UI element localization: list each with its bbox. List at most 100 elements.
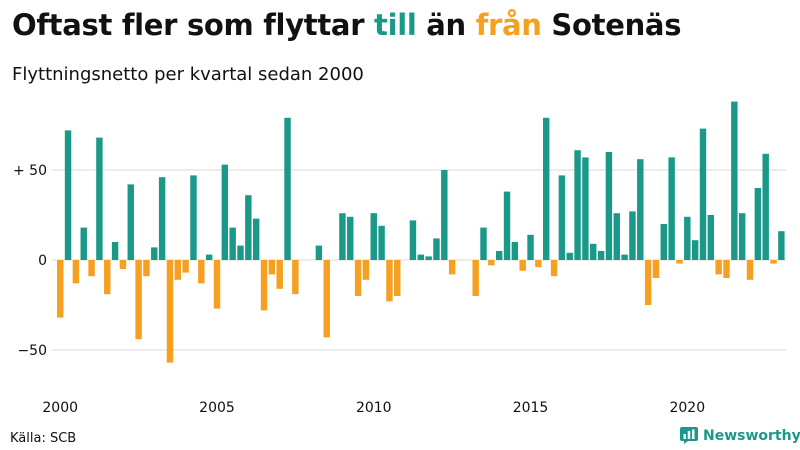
x-tick-label: 2015 — [513, 400, 549, 416]
bar — [605, 152, 613, 260]
bar — [621, 254, 628, 260]
bar — [676, 260, 683, 264]
bar — [441, 170, 448, 260]
bar — [574, 150, 581, 260]
bar — [127, 184, 134, 260]
x-tick-label: 2010 — [356, 400, 392, 416]
bar — [503, 191, 511, 260]
brand-name: Newsworthy — [703, 427, 800, 444]
x-tick-label: 2020 — [669, 400, 705, 416]
bar — [378, 225, 385, 260]
bar — [652, 260, 660, 278]
bar — [370, 213, 377, 260]
bar — [738, 213, 746, 260]
bar — [64, 130, 72, 260]
bar — [260, 260, 268, 311]
bar — [582, 157, 589, 260]
bar — [472, 260, 479, 296]
bar — [715, 260, 722, 275]
y-tick-label: + 50 — [13, 163, 47, 179]
title-part-2: än — [416, 8, 476, 42]
bar — [151, 247, 158, 260]
bar — [119, 260, 127, 269]
bar — [96, 137, 103, 260]
brand-logo: Newsworthy — [680, 427, 800, 444]
bar — [590, 243, 597, 260]
x-tick-label: 2000 — [42, 400, 78, 416]
bar — [198, 260, 205, 284]
bar — [323, 260, 330, 338]
bar — [668, 157, 675, 260]
bar — [417, 254, 425, 260]
bar — [762, 153, 769, 260]
title-negative-word: från — [475, 8, 542, 42]
chart-title: Oftast fler som flyttar till än från Sot… — [12, 8, 681, 42]
bar — [550, 260, 558, 277]
bar — [166, 260, 174, 363]
bar — [135, 260, 142, 340]
x-tick-label: 2005 — [199, 400, 235, 416]
bar — [629, 211, 636, 260]
bar — [284, 117, 291, 260]
bar — [637, 159, 644, 260]
bar — [488, 260, 495, 266]
source-note: Källa: SCB — [10, 431, 77, 446]
bar — [495, 251, 503, 260]
bar — [362, 260, 370, 280]
bar — [448, 260, 456, 275]
bar — [558, 175, 566, 260]
bar — [409, 220, 417, 260]
bar — [511, 242, 519, 260]
bar — [237, 245, 244, 260]
bar — [425, 256, 432, 260]
bar — [691, 240, 699, 260]
bar — [347, 216, 354, 260]
bar — [292, 260, 299, 295]
bar — [339, 213, 346, 260]
chart-subtitle: Flyttningsnetto per kvartal sedan 2000 — [12, 64, 364, 85]
bar — [158, 177, 166, 260]
bar — [480, 227, 487, 260]
bar — [80, 227, 87, 260]
y-tick-label: 0 — [38, 253, 47, 269]
title-part-1: Oftast fler som flyttar — [12, 8, 374, 42]
bar — [613, 213, 620, 260]
bar — [566, 252, 573, 260]
bar — [778, 231, 785, 260]
bar — [315, 245, 323, 260]
bar — [684, 216, 691, 260]
bar — [519, 260, 526, 271]
bar — [386, 260, 393, 302]
bar — [245, 195, 252, 260]
bar — [433, 238, 440, 260]
bar — [88, 260, 95, 277]
bar — [221, 164, 229, 260]
bar — [644, 260, 652, 305]
bar — [57, 260, 64, 318]
bar — [770, 260, 777, 264]
bar — [731, 101, 738, 260]
bar — [699, 128, 707, 260]
bar — [354, 260, 362, 296]
bar — [597, 251, 605, 260]
bar — [182, 260, 189, 273]
bar — [527, 234, 534, 260]
bar — [143, 260, 150, 277]
y-tick-label: −50 — [17, 343, 47, 359]
bar — [268, 260, 276, 275]
x-axis-ticks: 2000 2005 2010 2015 2020 — [42, 400, 705, 416]
bar — [276, 260, 283, 289]
bar — [174, 260, 182, 280]
bar — [111, 242, 119, 260]
bar — [72, 260, 80, 284]
bar — [190, 175, 197, 260]
bar-chart-icon — [680, 427, 698, 444]
bar — [104, 260, 111, 295]
title-part-3: Sotenäs — [541, 8, 682, 42]
bar — [746, 260, 754, 280]
bar — [252, 218, 260, 260]
bar — [205, 254, 213, 260]
bar — [535, 260, 542, 268]
bar — [707, 215, 715, 260]
